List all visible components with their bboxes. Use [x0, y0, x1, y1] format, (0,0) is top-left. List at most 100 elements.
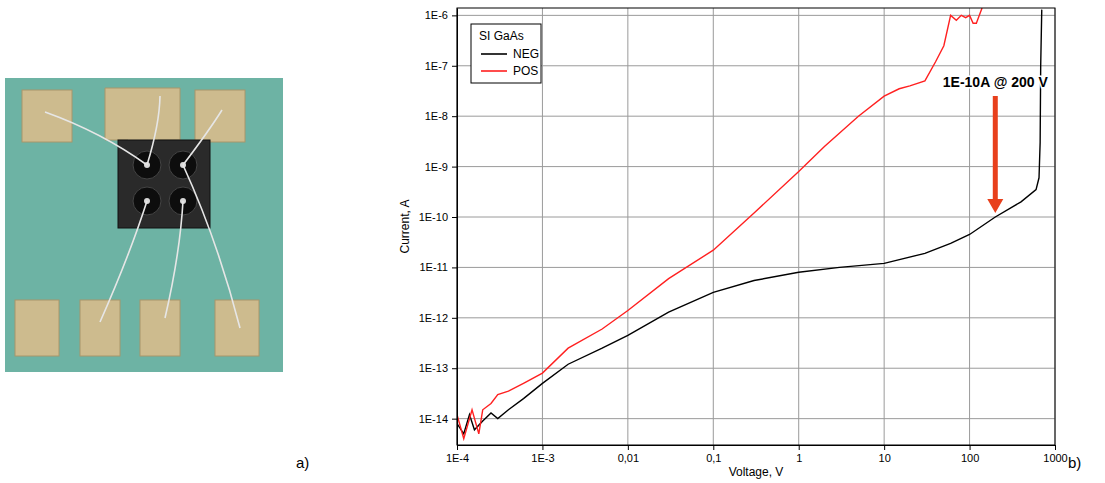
chip — [118, 140, 210, 228]
grid-line — [457, 317, 1055, 318]
grid-line — [457, 166, 1055, 167]
y-axis: 1E-14 1E-13 1E-12 1E-11 1E-10 1E-9 1E-8 1E-7 1E-… — [419, 9, 458, 446]
y-tick-mark — [452, 267, 457, 268]
bond-wire — [45, 112, 147, 165]
x-tick-mark — [799, 445, 800, 450]
grid — [457, 8, 1055, 445]
y-tick-label: 1E-11 — [419, 261, 448, 273]
x-tick: 1E-4 — [446, 445, 469, 464]
bond-wire — [183, 110, 222, 165]
y-tick: 1E-13 — [419, 362, 457, 374]
legend-swatch — [481, 53, 507, 55]
y-tick-mark — [452, 217, 457, 218]
legend: SI GaAs NEG POS — [471, 24, 541, 83]
x-tick-label: 1000 — [1043, 452, 1067, 464]
bond-pad — [195, 90, 245, 142]
x-tick-label: 100 — [961, 452, 979, 464]
y-tick: 1E-8 — [425, 110, 457, 122]
x-tick-mark — [970, 445, 971, 450]
annotation-arrow — [987, 96, 1003, 213]
y-tick: 1E-9 — [425, 161, 457, 173]
x-tick-mark — [628, 445, 629, 450]
grid-line — [457, 217, 1055, 218]
panel-label: a) — [296, 454, 309, 471]
x-tick: 1000 — [1043, 445, 1067, 464]
x-tick-mark — [884, 445, 885, 450]
grid-line — [457, 418, 1055, 419]
y-tick-mark — [452, 116, 457, 117]
y-tick-mark — [452, 368, 457, 369]
x-tick: 100 — [961, 445, 979, 464]
y-axis-title: Current, A — [398, 199, 412, 253]
y-tick: 1E-7 — [425, 60, 457, 72]
grid-line — [457, 15, 1055, 16]
y-tick-label: 1E-8 — [425, 110, 448, 122]
y-tick: 1E-12 — [419, 312, 457, 324]
bond-wire — [100, 201, 147, 322]
grid-line — [713, 8, 714, 445]
bond-pad — [80, 300, 120, 356]
figure: a)1E-41E-30,010,111010010001E-141E-131E-… — [0, 0, 1105, 483]
bond-pad — [22, 90, 72, 142]
x-tick-label: 0,01 — [618, 452, 639, 464]
grid-line — [457, 267, 1055, 268]
bond-wire — [147, 96, 160, 165]
grid-line — [457, 65, 1055, 66]
y-tick-label: 1E-10 — [419, 211, 448, 223]
y-tick-label: 1E-9 — [425, 161, 448, 173]
y-tick-mark — [452, 318, 457, 319]
y-tick-label: 1E-7 — [425, 60, 448, 72]
legend-label: POS — [513, 64, 538, 78]
x-tick: 0,1 — [706, 445, 721, 464]
y-tick-mark — [452, 66, 457, 67]
x-axis: 1E-4 1E-3 0,01 0,1 1 10 100 1000 — [446, 445, 1068, 464]
x-axis-line — [458, 445, 1056, 446]
plot-background — [457, 8, 1055, 445]
x-tick-label: 1E-3 — [531, 452, 554, 464]
device-photo — [5, 78, 283, 372]
x-tick: 10 — [879, 445, 891, 464]
y-tick: 1E-10 — [419, 211, 457, 223]
legend-box — [471, 24, 541, 83]
series-group — [457, 8, 1042, 439]
x-tick-label: 1E-4 — [446, 452, 469, 464]
y-tick-mark — [452, 15, 457, 16]
x-tick-mark — [457, 445, 458, 450]
y-tick-label: 1E-13 — [419, 362, 448, 374]
x-tick: 1E-3 — [531, 445, 554, 464]
x-tick-label: 0,1 — [706, 452, 721, 464]
plot-frame — [457, 8, 1055, 445]
legend-title: SI GaAs — [479, 29, 524, 43]
annotation: 1E-10A @ 200 V — [943, 74, 1049, 90]
y-axis-line — [457, 9, 458, 446]
y-tick: 1E-6 — [425, 9, 457, 21]
photo-ground — [5, 78, 283, 372]
x-tick: 1 — [796, 445, 802, 464]
grid-line — [457, 116, 1055, 117]
y-tick-mark — [452, 419, 457, 420]
y-tick: 1E-11 — [419, 261, 457, 273]
bond-wire — [165, 201, 183, 318]
panel-label: b) — [1068, 454, 1081, 471]
x-tick-label: 1 — [796, 452, 802, 464]
grid-line — [627, 8, 628, 445]
y-tick-label: 1E-14 — [419, 413, 448, 425]
x-axis-title: Voltage, V — [729, 465, 784, 479]
y-tick-label: 1E-6 — [425, 9, 448, 21]
grid-line — [542, 8, 543, 445]
bond-pad — [215, 300, 259, 356]
x-tick-mark — [542, 445, 543, 450]
y-tick-mark — [452, 167, 457, 168]
grid-line — [884, 8, 885, 445]
bond-pad — [140, 300, 180, 356]
grid-line — [798, 8, 799, 445]
y-tick-label: 1E-12 — [419, 312, 448, 324]
bond-pad — [15, 300, 59, 356]
series-line — [457, 8, 982, 439]
legend-label: NEG — [513, 47, 539, 61]
legend-swatch — [481, 70, 507, 72]
x-tick-mark — [713, 445, 714, 450]
x-tick: 0,01 — [618, 445, 639, 464]
bond-wire — [183, 165, 240, 328]
y-tick: 1E-14 — [419, 413, 457, 425]
